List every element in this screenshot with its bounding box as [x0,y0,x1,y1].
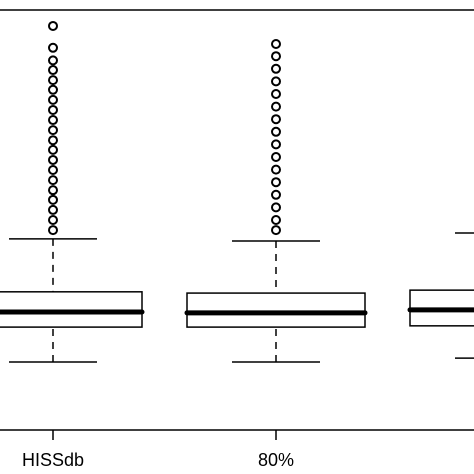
outlier [48,144,58,155]
outlier [271,189,281,200]
outlier [271,126,281,137]
outlier [48,94,58,105]
outlier [271,202,281,213]
outlier [271,139,281,150]
box [186,292,366,328]
outlier [271,76,281,87]
outlier [271,177,281,188]
outlier [271,152,281,162]
outlier [48,65,58,76]
outlier [48,185,58,196]
outlier [48,75,58,86]
x-tick-label: 80% [258,450,294,470]
outlier [271,164,281,175]
outlier [271,114,281,125]
outlier [271,225,281,236]
outlier [48,165,58,176]
outlier [271,101,281,112]
outlier [271,39,281,50]
box [0,291,143,328]
outlier [48,115,58,126]
outlier [48,84,58,95]
outlier [271,89,281,99]
x-tick-label: HISSdb [22,450,84,470]
outlier [48,154,58,165]
outlier [48,225,58,236]
outlier [271,63,281,74]
outlier [48,215,58,225]
outlier [48,42,58,53]
outlier [48,104,58,115]
outlier [48,204,58,215]
outlier [48,135,58,146]
outlier [271,215,281,225]
outlier [48,55,58,66]
outlier [48,20,58,31]
outlier [48,125,58,136]
outlier [48,194,58,205]
outlier [271,51,281,62]
outlier [48,175,58,186]
